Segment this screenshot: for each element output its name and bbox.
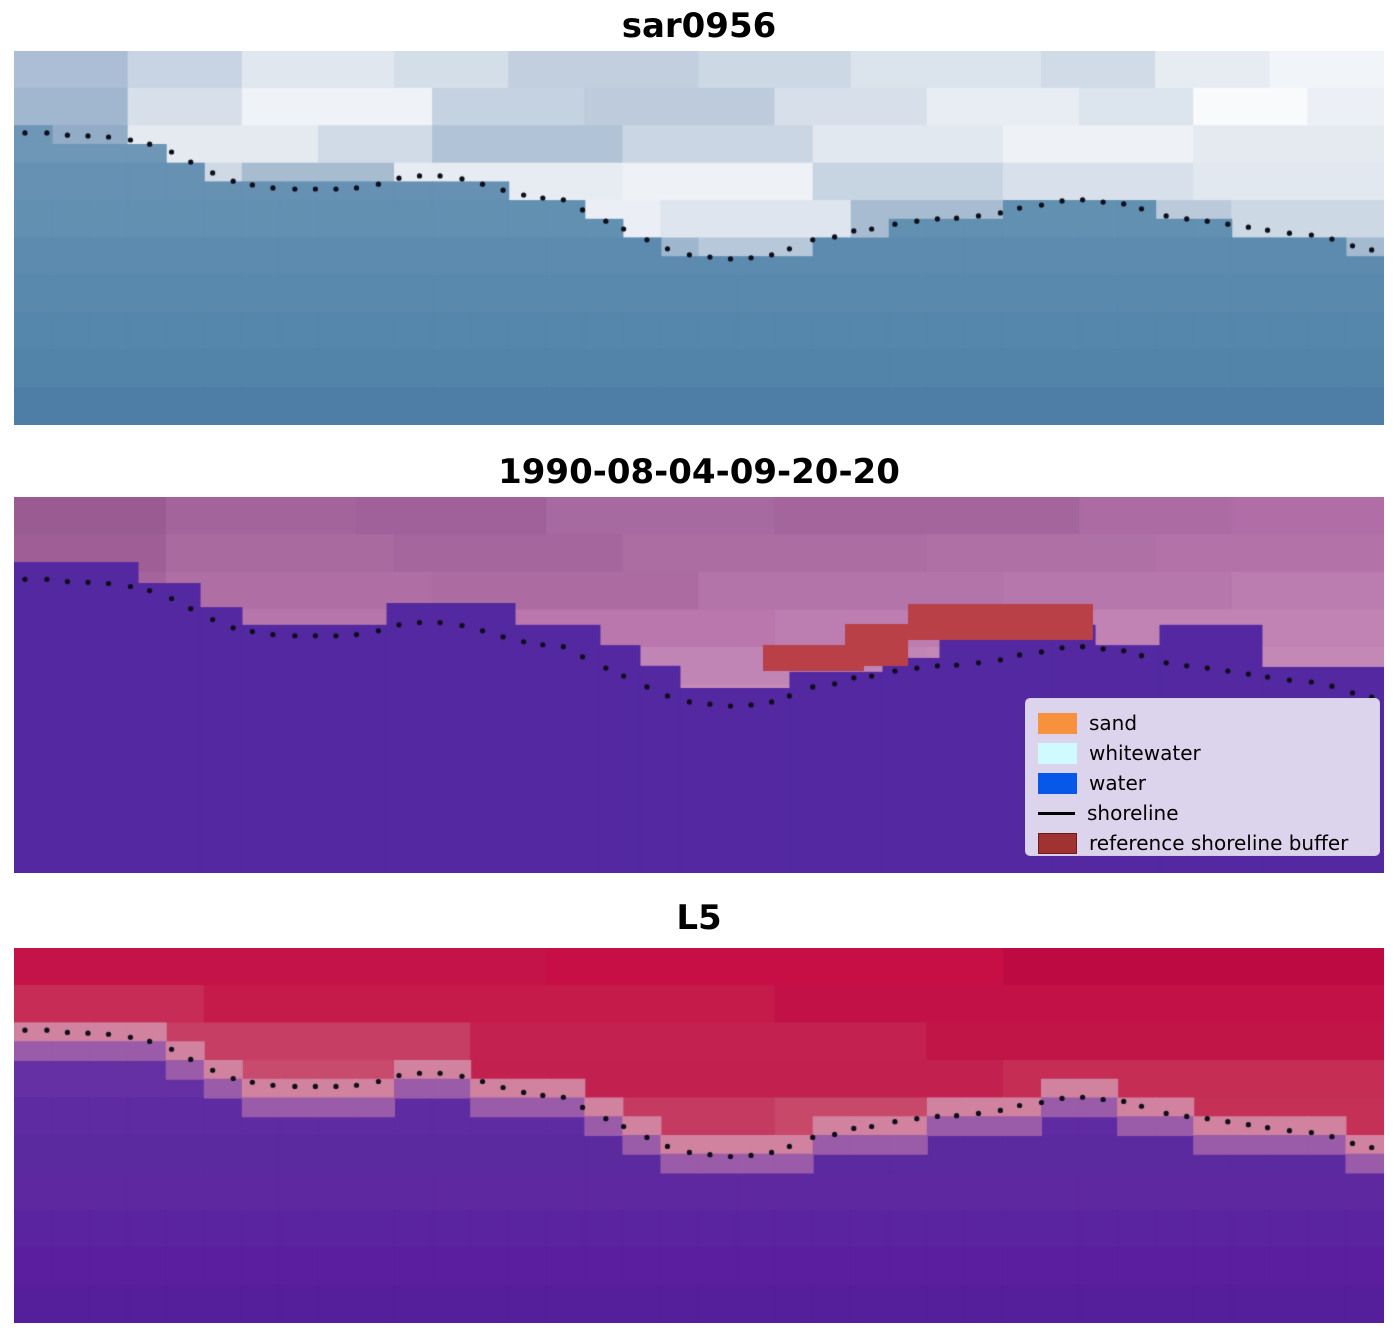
panel-l5 bbox=[14, 948, 1384, 1323]
legend-label: sand bbox=[1089, 711, 1138, 735]
legend-patch-swatch bbox=[1038, 742, 1077, 764]
legend-patch-swatch bbox=[1038, 712, 1077, 734]
panel-classified: sand whitewater water shoreline reference sh… bbox=[14, 497, 1384, 873]
panel-title-sar: sar0956 bbox=[621, 6, 777, 46]
l5-image-canvas bbox=[14, 948, 1384, 1323]
sar-image-canvas bbox=[14, 51, 1384, 425]
legend-label: water bbox=[1089, 771, 1146, 795]
legend-patch-swatch bbox=[1038, 772, 1077, 794]
panel-sar bbox=[14, 51, 1384, 425]
legend-box: sand whitewater water shoreline reference sh… bbox=[1025, 698, 1380, 856]
legend-entry-sand: sand bbox=[1038, 708, 1367, 738]
legend-patch-swatch bbox=[1038, 832, 1077, 854]
legend-entry-reference-shoreline-buffer: reference shoreline buffer bbox=[1038, 828, 1367, 858]
legend-label: whitewater bbox=[1089, 741, 1201, 765]
legend-entry-water: water bbox=[1038, 768, 1367, 798]
legend-label: shoreline bbox=[1087, 801, 1179, 825]
legend-entry-shoreline: shoreline bbox=[1038, 798, 1367, 828]
panel-title-classified: 1990-08-04-09-20-20 bbox=[498, 452, 900, 492]
legend-label: reference shoreline buffer bbox=[1089, 831, 1349, 855]
legend-line-swatch bbox=[1038, 811, 1075, 815]
panel-title-l5: L5 bbox=[676, 898, 722, 938]
legend-entry-whitewater: whitewater bbox=[1038, 738, 1367, 768]
